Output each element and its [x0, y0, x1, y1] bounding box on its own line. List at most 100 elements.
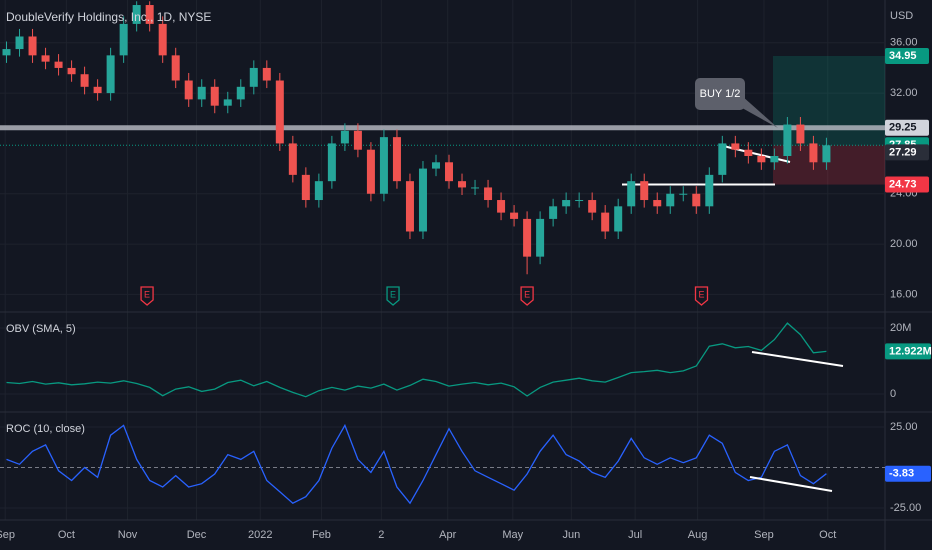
callout-pointer — [735, 96, 778, 128]
candle-body — [445, 162, 454, 182]
candle-body — [262, 67, 271, 81]
callout-text: BUY 1/2 — [700, 88, 741, 100]
y-tick-label: 20.00 — [890, 238, 918, 250]
candle-body — [132, 5, 141, 24]
candle-body — [744, 149, 753, 156]
candle-body — [536, 218, 545, 257]
candle-body — [705, 174, 714, 207]
last-value-label: -3.83 — [889, 468, 914, 480]
candle-body — [458, 181, 467, 188]
last-value-bg — [885, 343, 931, 360]
trend-line — [751, 351, 844, 367]
candle-body — [809, 143, 818, 163]
candle-body — [119, 23, 128, 56]
candle-body — [106, 55, 115, 94]
x-tick-label: 2022 — [248, 529, 272, 541]
candle-body — [757, 156, 766, 163]
candle-body — [197, 86, 206, 100]
indicator-line — [6, 423, 827, 505]
y-tick-label: 36.00 — [890, 37, 918, 49]
candle-body — [314, 181, 323, 201]
earnings-marker — [386, 286, 400, 306]
earnings-label: E — [390, 289, 396, 299]
candle-body — [210, 86, 219, 106]
x-tick-label: Sep — [754, 529, 774, 541]
earnings-marker — [694, 286, 709, 306]
callout — [695, 78, 745, 110]
candle-body — [549, 206, 558, 219]
candle-body — [627, 181, 636, 207]
price-label: 24.73 — [889, 178, 917, 190]
candle-body — [418, 168, 427, 232]
last-value-bg — [885, 465, 931, 482]
x-tick-label: Apr — [439, 529, 456, 541]
candle-body — [28, 36, 37, 56]
x-tick-label: Dec — [187, 529, 207, 541]
candle-body — [223, 99, 232, 106]
x-tick-label: Oct — [58, 529, 75, 541]
earnings-marker — [520, 286, 534, 306]
candle-body — [54, 61, 63, 68]
candle-body — [80, 74, 89, 87]
price-label-bg — [885, 119, 929, 136]
candle-body — [770, 156, 779, 163]
candle-body — [601, 212, 610, 232]
target-zone — [773, 55, 885, 146]
indicator-line — [6, 322, 827, 398]
earnings-marker — [140, 286, 154, 306]
candle-body — [340, 130, 349, 144]
candle-body — [301, 174, 310, 201]
candle-body — [93, 86, 102, 94]
y-tick-label: 32.00 — [890, 87, 918, 99]
candle-body — [731, 143, 740, 150]
candle-body — [288, 143, 297, 175]
candle-body — [588, 200, 597, 213]
y-tick-label: 0 — [890, 388, 896, 400]
earnings-label: E — [144, 289, 150, 299]
y-tick-label: -25.00 — [890, 502, 921, 514]
candle-body — [67, 67, 76, 75]
candle-body — [614, 206, 623, 232]
x-tick-label: Sep — [0, 529, 15, 541]
candle-body — [41, 55, 50, 62]
candle-body — [275, 80, 284, 144]
candle-body — [379, 137, 388, 194]
candle-body — [796, 124, 805, 144]
last-value-label: 12.922M — [889, 345, 932, 357]
price-label: 29.25 — [889, 122, 917, 134]
candle-body — [783, 124, 792, 156]
x-tick-label: Jun — [562, 529, 580, 541]
x-tick-label: Aug — [688, 529, 708, 541]
candle-body — [366, 149, 375, 194]
y-tick-label: 16.00 — [890, 288, 918, 300]
earnings-label: E — [524, 289, 530, 299]
x-tick-label: Jul — [628, 529, 642, 541]
candle-body — [236, 86, 245, 100]
x-tick-label: Oct — [819, 529, 836, 541]
candle-body — [15, 36, 24, 50]
candle-body — [562, 200, 571, 207]
candle-body — [653, 200, 662, 207]
candle-body — [392, 137, 401, 182]
candle-body — [431, 162, 440, 169]
x-tick-label: Nov — [118, 529, 138, 541]
candle-body — [158, 23, 167, 56]
candle-body — [718, 143, 727, 175]
x-tick-label: May — [502, 529, 523, 541]
candle-body — [405, 181, 414, 232]
candle-body — [510, 212, 519, 219]
candle-body — [666, 193, 675, 207]
candle-body — [484, 187, 493, 201]
candle-body — [2, 49, 11, 56]
candle-body — [184, 80, 193, 100]
pane-title: OBV (SMA, 5) — [6, 323, 76, 335]
y-tick-label: 20M — [890, 322, 911, 334]
candle-body — [822, 145, 831, 163]
x-tick-label: Feb — [312, 529, 331, 541]
candle-body — [471, 187, 480, 189]
candle-body — [171, 55, 180, 81]
x-tick-label: 2 — [378, 529, 384, 541]
candle-body — [523, 218, 532, 257]
price-label-bg — [885, 47, 929, 64]
price-label-bg — [885, 144, 929, 161]
